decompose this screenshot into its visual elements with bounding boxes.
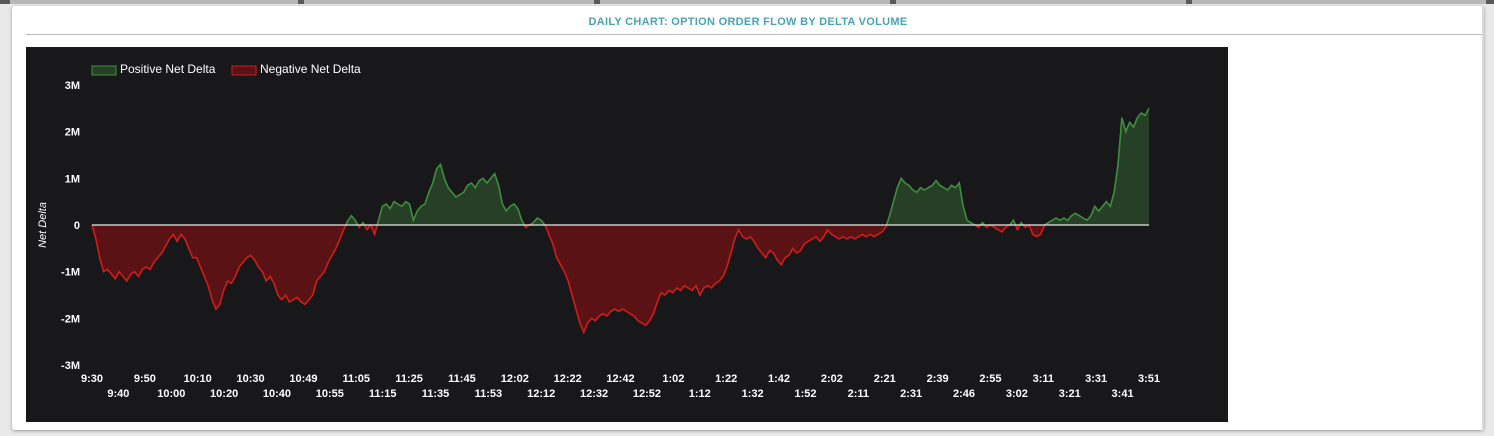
y-tick-label: 1M: [65, 173, 80, 185]
x-tick-label: 1:52: [794, 388, 816, 400]
x-tick-label: 12:02: [501, 373, 529, 385]
x-tick-label: 2:46: [953, 388, 975, 400]
negative-line: [91, 225, 1047, 335]
y-axis-label: Net Delta: [37, 202, 49, 248]
x-tick-label: 2:21: [874, 373, 896, 385]
x-tick-label: 9:30: [81, 373, 103, 385]
x-tick-label: 10:20: [210, 388, 238, 400]
x-tick-label: 11:53: [475, 388, 503, 400]
x-tick-label: 12:22: [554, 373, 582, 385]
toolbar-segment-1: [10, 0, 298, 4]
legend-label: Negative Net Delta: [260, 62, 361, 76]
x-tick-label: 1:02: [662, 373, 684, 385]
x-tick-label: 10:49: [289, 373, 317, 385]
y-tick-label: 3M: [65, 80, 80, 92]
x-tick-label: 10:40: [263, 388, 291, 400]
toolbar-segment-4: [896, 0, 1186, 4]
axes: 3M 2M 1M 0 -1M -2M -3M Net Delta 9:30 9:50 10:10 10…: [37, 80, 1160, 400]
toolbar-segment-3: [600, 0, 890, 4]
x-tick-label: 10:00: [157, 388, 185, 400]
x-tick-label: 12:52: [633, 388, 661, 400]
x-tick-label: 3:41: [1112, 388, 1134, 400]
toolbar-segment-2: [304, 0, 594, 4]
title-divider: [26, 34, 1482, 35]
x-tick-label: 12:42: [606, 373, 634, 385]
legend-negative[interactable]: Negative Net Delta: [231, 62, 361, 76]
x-tick-label: 11:25: [395, 373, 423, 385]
y-tick-label: -2M: [61, 313, 80, 325]
x-tick-label: 2:31: [900, 388, 922, 400]
x-tick-label: 9:40: [107, 388, 129, 400]
toolbar-segment-5: [1192, 0, 1486, 4]
x-tick-label: 1:42: [768, 373, 790, 385]
panel-edge: [1482, 6, 1484, 430]
x-tick-label: 3:31: [1085, 373, 1107, 385]
y-tick-label: 2M: [65, 127, 80, 139]
x-tick-label: 10:30: [236, 373, 264, 385]
x-tick-label: 12:12: [527, 388, 555, 400]
x-tick-label: 3:21: [1059, 388, 1081, 400]
x-tick-label: 2:55: [979, 373, 1001, 385]
panel-title: DAILY CHART: OPTION ORDER FLOW BY DELTA …: [588, 16, 908, 28]
x-tick-label: 2:11: [848, 388, 869, 400]
positive-line: [92, 107, 1150, 225]
x-tick-label: 2:39: [927, 373, 949, 385]
y-tick-label: -3M: [61, 360, 80, 372]
negative-area: [92, 225, 1149, 333]
x-tick-label: 11:35: [422, 388, 450, 400]
x-tick-label: 12:32: [580, 388, 608, 400]
x-tick-label: 11:05: [342, 373, 370, 385]
x-tick-label: 10:10: [184, 373, 212, 385]
x-tick-label: 11:15: [369, 388, 397, 400]
legend[interactable]: Positive Net Delta Negative Net Delta: [91, 62, 361, 76]
legend-label: Positive Net Delta: [120, 62, 216, 76]
top-toolbar-strip: [0, 0, 1494, 4]
x-tick-label: 1:12: [689, 388, 711, 400]
y-tick-label: -1M: [61, 267, 80, 279]
x-tick-label: 11:45: [448, 373, 476, 385]
plot-area: [91, 107, 1150, 335]
legend-swatch: [91, 65, 117, 76]
net-delta-chart[interactable]: 3M 2M 1M 0 -1M -2M -3M Net Delta 9:30 9:50 10:10 10…: [26, 47, 1228, 422]
x-tick-label: 1:22: [715, 373, 737, 385]
x-tick-label: 3:11: [1033, 373, 1054, 385]
x-tick-label: 3:02: [1006, 388, 1028, 400]
legend-positive[interactable]: Positive Net Delta: [91, 62, 216, 76]
x-tick-label: 3:51: [1138, 373, 1160, 385]
x-tick-label: 10:55: [316, 388, 344, 400]
x-tick-label: 1:32: [742, 388, 764, 400]
y-tick-label: 0: [74, 220, 80, 232]
x-tick-label: 2:02: [821, 373, 843, 385]
x-tick-label: 9:50: [134, 373, 156, 385]
legend-swatch: [231, 65, 257, 76]
